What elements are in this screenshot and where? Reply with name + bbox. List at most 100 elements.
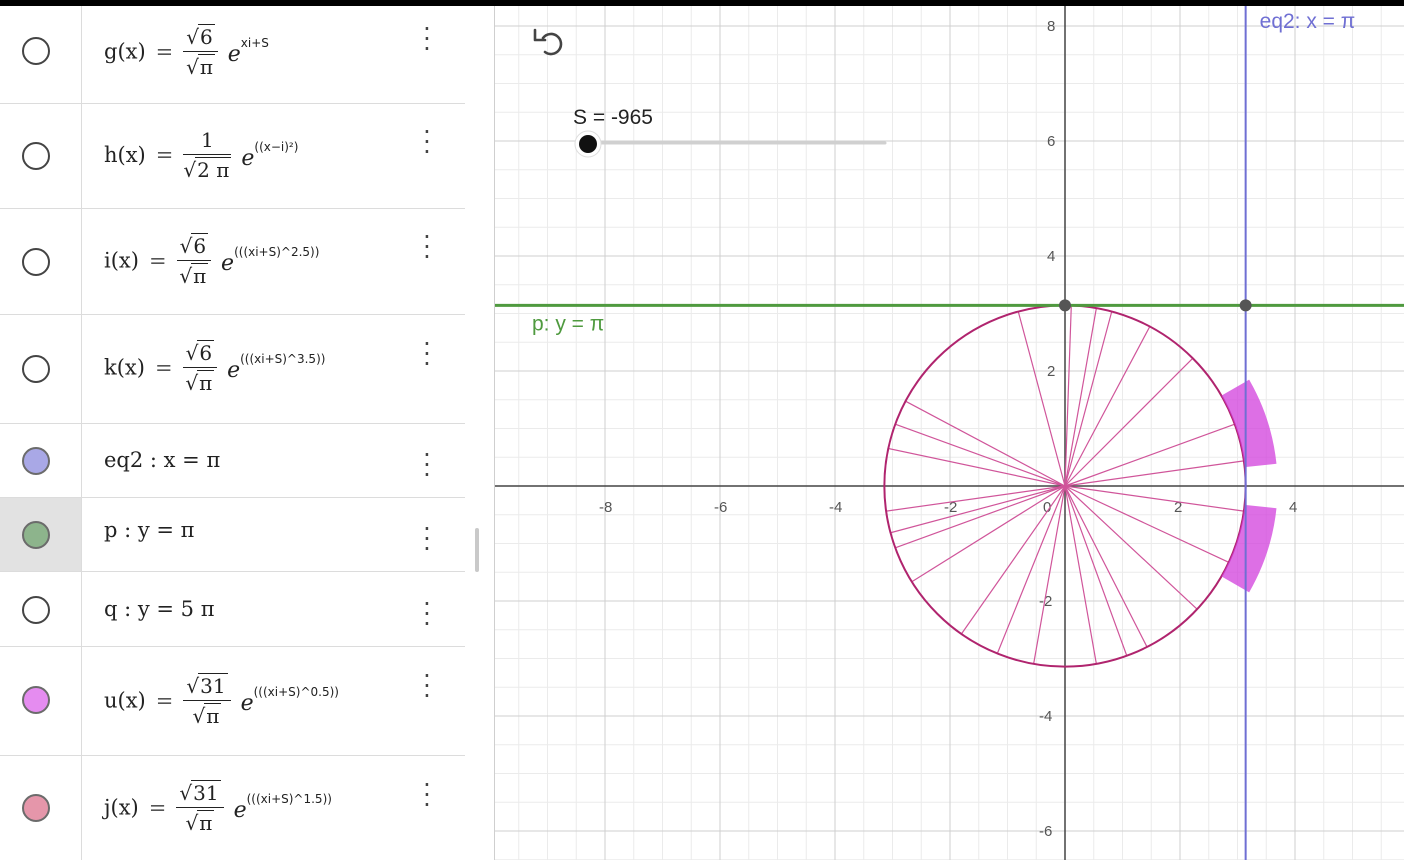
more-menu-icon[interactable]: · · · <box>423 118 431 166</box>
exponent: ((x−i)²) <box>254 139 299 154</box>
more-menu-icon[interactable]: · · · <box>423 330 431 378</box>
exponent: (((xi+S)^3.5)) <box>240 352 326 366</box>
denominator: π <box>197 54 215 79</box>
algebra-row-g[interactable]: g(x) = √6 √π exi+S · · · <box>0 6 465 104</box>
y-tick-label: -2 <box>1039 593 1052 610</box>
ray <box>890 485 1066 534</box>
more-menu-icon[interactable]: · · · <box>423 223 431 271</box>
expression-q[interactable]: q : y = 5 π <box>104 597 215 621</box>
denominator: π <box>197 370 215 395</box>
exponential: e(((xi+S)^1.5)) <box>233 792 332 823</box>
ray <box>1017 311 1066 487</box>
expression-k[interactable]: k(x) = √6 √π e(((xi+S)^3.5)) <box>104 340 325 395</box>
expression-eq2[interactable]: eq2 : x = π <box>104 448 221 472</box>
x-tick-label: 0 <box>1043 499 1051 516</box>
visibility-gutter <box>0 572 82 646</box>
visibility-toggle-h[interactable] <box>22 142 50 170</box>
exponent: (((xi+S)^1.5)) <box>246 792 332 806</box>
label-eq2[interactable]: eq2: x = π <box>1260 10 1356 33</box>
denominator: π <box>197 810 215 835</box>
numerator: 6 <box>191 233 209 258</box>
visibility-toggle-u[interactable] <box>22 686 50 714</box>
x-tick-label: -6 <box>714 499 727 516</box>
function-name: j(x) <box>104 795 139 820</box>
visibility-toggle-j[interactable] <box>22 794 50 822</box>
expression-u[interactable]: u(x) = √31 √π e(((xi+S)^0.5)) <box>104 673 339 728</box>
resize-handle[interactable] <box>475 528 479 572</box>
algebra-row-u[interactable]: u(x) = √31 √π e(((xi+S)^0.5)) · · · <box>0 647 465 756</box>
visibility-gutter <box>0 6 82 103</box>
function-name: h(x) <box>104 143 146 167</box>
function-name: k(x) <box>104 355 145 380</box>
exponential: e((x−i)²) <box>241 139 299 171</box>
panel-divider[interactable] <box>465 6 495 860</box>
ray <box>1064 485 1097 665</box>
algebra-row-i[interactable]: i(x) = √6 √π e(((xi+S)^2.5)) · · · <box>0 209 465 315</box>
ray <box>888 447 1066 487</box>
denominator: π <box>191 263 209 288</box>
expression-h[interactable]: h(x) = 1 √2 π e((x−i)²) <box>104 128 298 182</box>
expression-p[interactable]: p : y = π <box>104 518 195 542</box>
function-name: u(x) <box>104 688 146 713</box>
x-tick-label: -4 <box>829 499 842 516</box>
magenta-sector-lower[interactable] <box>1221 504 1277 593</box>
algebra-row-h[interactable]: h(x) = 1 √2 π e((x−i)²) · · · <box>0 104 465 209</box>
y-tick-label: 4 <box>1047 248 1055 265</box>
equals-sign: = <box>155 143 174 167</box>
ray <box>895 485 1066 549</box>
more-menu-icon[interactable]: · · · <box>423 515 431 563</box>
graphics-view[interactable]: -8 -6 -4 -2 0 2 4 8 6 4 2 -2 -4 -6 p: y = π eq2: x = … <box>495 6 1404 860</box>
ray <box>1064 485 1229 563</box>
numerator: 6 <box>197 340 215 365</box>
visibility-toggle-eq2[interactable] <box>22 447 50 475</box>
algebra-row-j[interactable]: j(x) = √31 √π e(((xi+S)^1.5)) · · · <box>0 756 465 860</box>
fraction: 1 √2 π <box>183 128 232 182</box>
more-menu-icon[interactable]: · · · <box>423 662 431 710</box>
visibility-toggle-k[interactable] <box>22 355 50 383</box>
x-tick-label: -8 <box>599 499 612 516</box>
ray <box>1064 485 1128 656</box>
more-menu-icon[interactable]: · · · <box>423 15 431 63</box>
more-menu-icon[interactable]: · · · <box>423 441 431 489</box>
denominator: 2 π <box>195 157 232 182</box>
intersection-point[interactable] <box>1239 299 1252 312</box>
algebra-row-p[interactable]: p : y = π · · · <box>0 498 465 572</box>
fraction: √31 √π <box>183 673 231 728</box>
expression-g[interactable]: g(x) = √6 √π exi+S <box>104 24 269 79</box>
ray <box>1064 305 1072 487</box>
numerator: 6 <box>198 24 215 49</box>
visibility-toggle-q[interactable] <box>22 596 50 624</box>
slider-label: S = -965 <box>573 106 653 129</box>
visibility-toggle-g[interactable] <box>22 37 50 65</box>
ray <box>911 485 1066 583</box>
y-tick-label: 2 <box>1047 363 1055 380</box>
more-menu-icon[interactable]: · · · <box>423 771 431 819</box>
ray <box>1064 460 1244 487</box>
numerator: 31 <box>198 673 228 698</box>
more-menu-icon[interactable]: · · · <box>423 590 431 638</box>
denominator: π <box>204 703 222 728</box>
visibility-gutter <box>0 209 82 314</box>
magenta-sector-upper[interactable] <box>1221 379 1277 468</box>
visibility-toggle-p[interactable] <box>22 521 50 549</box>
visibility-gutter <box>0 315 82 423</box>
geogebra-app: g(x) = √6 √π exi+S · · · h(x) = 1 √2 π e((x−i)²) ·… <box>0 6 1404 860</box>
algebra-row-q[interactable]: q : y = 5 π · · · <box>0 572 465 647</box>
expression-i[interactable]: i(x) = √6 √π e(((xi+S)^2.5)) <box>104 233 319 288</box>
x-tick-label: 2 <box>1174 499 1182 516</box>
undo-icon[interactable] <box>533 28 563 56</box>
ray <box>1064 485 1148 648</box>
numerator: 1 <box>183 128 232 155</box>
algebra-row-eq2[interactable]: eq2 : x = π · · · <box>0 424 465 498</box>
function-name: g(x) <box>104 39 146 64</box>
visibility-gutter <box>0 104 82 208</box>
x-tick-label: 4 <box>1289 499 1297 516</box>
expression-j[interactable]: j(x) = √31 √π e(((xi+S)^1.5)) <box>104 780 332 835</box>
exponential: e(((xi+S)^3.5)) <box>227 352 326 383</box>
ray <box>1064 326 1151 487</box>
intersection-point[interactable] <box>1059 299 1071 312</box>
visibility-toggle-i[interactable] <box>22 248 50 276</box>
label-p[interactable]: p: y = π <box>532 312 604 335</box>
algebra-row-k[interactable]: k(x) = √6 √π e(((xi+S)^3.5)) · · · <box>0 315 465 424</box>
ray <box>960 485 1066 635</box>
